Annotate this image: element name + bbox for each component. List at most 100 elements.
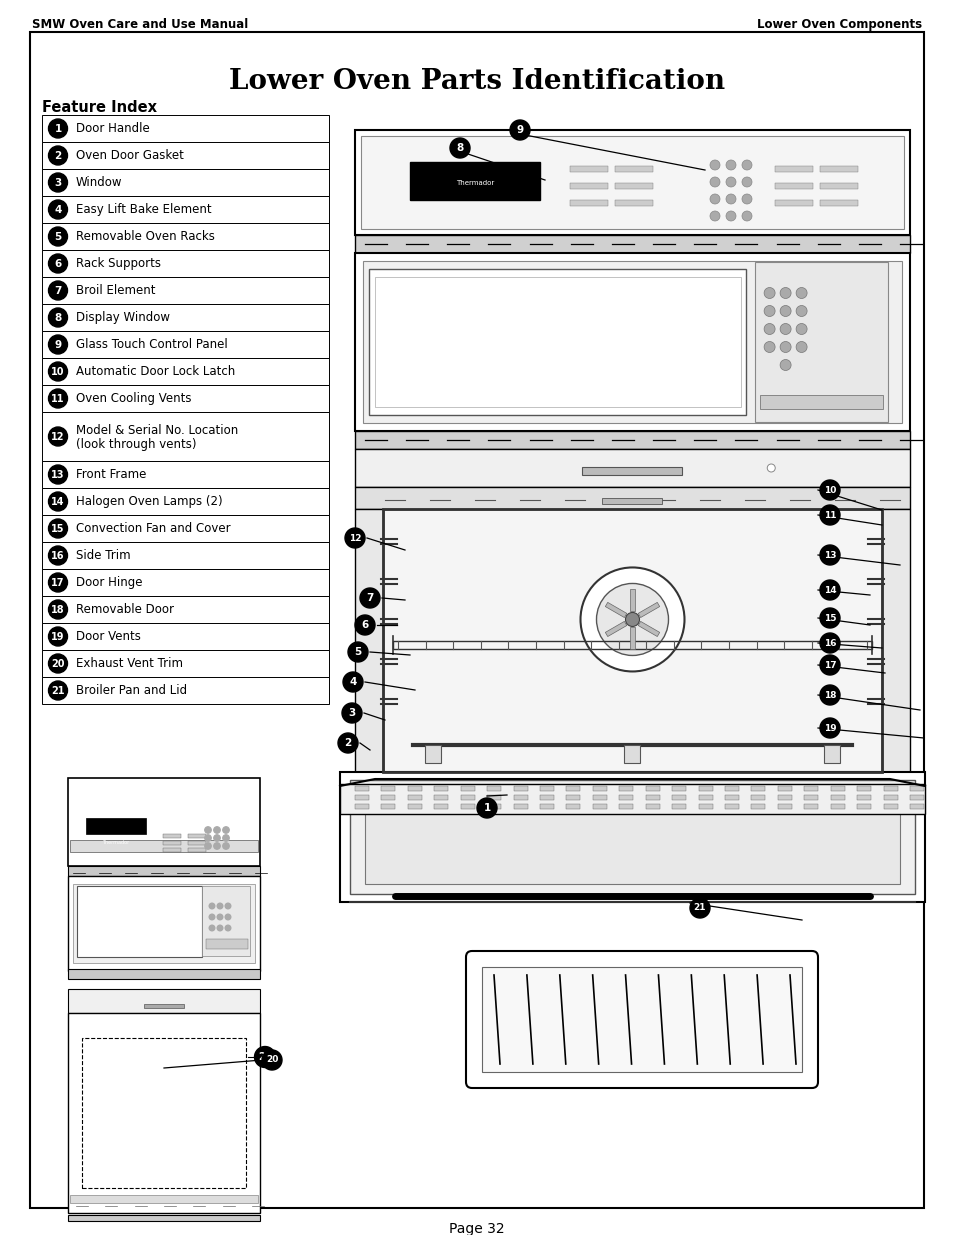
- Bar: [777, 795, 791, 800]
- Bar: [163, 848, 181, 852]
- Text: Side Trim: Side Trim: [76, 550, 131, 562]
- Bar: [460, 785, 475, 790]
- Text: 2: 2: [54, 151, 62, 161]
- Bar: [355, 785, 369, 790]
- Bar: [42, 196, 329, 224]
- Text: 7: 7: [366, 593, 374, 603]
- Bar: [645, 785, 659, 790]
- Bar: [355, 804, 369, 809]
- Bar: [410, 162, 539, 200]
- Text: Glass Touch Control Panel: Glass Touch Control Panel: [76, 338, 228, 351]
- Text: 16: 16: [822, 638, 836, 647]
- Bar: [82, 1037, 246, 1188]
- Text: Oven Door Gasket: Oven Door Gasket: [76, 149, 184, 162]
- Text: 13: 13: [822, 551, 836, 559]
- Text: 17: 17: [822, 661, 836, 669]
- Bar: [163, 834, 181, 839]
- Bar: [408, 795, 421, 800]
- Text: 3: 3: [348, 708, 355, 718]
- Text: Oven Cooling Vents: Oven Cooling Vents: [76, 391, 192, 405]
- Bar: [539, 804, 554, 809]
- Bar: [777, 785, 791, 790]
- Text: Door Handle: Door Handle: [76, 122, 150, 135]
- Text: 11: 11: [51, 394, 65, 404]
- Text: 20: 20: [266, 1056, 278, 1065]
- Circle shape: [49, 173, 68, 191]
- Text: (look through vents): (look through vents): [76, 438, 196, 451]
- Circle shape: [49, 492, 68, 511]
- Text: 9: 9: [54, 340, 62, 350]
- Bar: [42, 597, 329, 622]
- Bar: [393, 641, 871, 648]
- Bar: [188, 834, 206, 839]
- Circle shape: [209, 903, 214, 909]
- Text: Thermador: Thermador: [102, 840, 130, 845]
- Text: 6: 6: [361, 620, 368, 630]
- Text: 8: 8: [456, 143, 463, 153]
- Text: 4: 4: [349, 677, 356, 687]
- Circle shape: [49, 627, 68, 646]
- Text: Front Frame: Front Frame: [76, 468, 146, 480]
- Circle shape: [209, 914, 214, 920]
- Text: Feature Index: Feature Index: [43, 100, 157, 115]
- Bar: [381, 804, 395, 809]
- Bar: [672, 795, 685, 800]
- Circle shape: [820, 608, 840, 629]
- Text: 11: 11: [822, 510, 836, 520]
- Bar: [460, 804, 475, 809]
- Circle shape: [689, 898, 709, 918]
- Bar: [68, 1013, 260, 1213]
- Bar: [698, 785, 712, 790]
- Bar: [360, 136, 903, 228]
- Bar: [803, 804, 818, 809]
- Text: 3: 3: [54, 178, 62, 188]
- Circle shape: [763, 324, 774, 335]
- Circle shape: [343, 672, 363, 692]
- Text: 8: 8: [54, 312, 62, 322]
- Bar: [42, 677, 329, 704]
- Circle shape: [725, 211, 735, 221]
- Circle shape: [341, 703, 361, 722]
- Circle shape: [49, 146, 68, 165]
- Text: Door Vents: Door Vents: [76, 630, 141, 643]
- Circle shape: [780, 288, 790, 299]
- Bar: [42, 515, 329, 542]
- Bar: [481, 967, 801, 1072]
- Text: 20: 20: [258, 1052, 272, 1062]
- Circle shape: [763, 288, 774, 299]
- Bar: [909, 785, 923, 790]
- Circle shape: [709, 161, 720, 170]
- Bar: [856, 785, 870, 790]
- Bar: [615, 200, 652, 206]
- Polygon shape: [629, 627, 635, 650]
- Bar: [42, 169, 329, 196]
- Bar: [618, 804, 633, 809]
- Text: Removable Door: Removable Door: [76, 603, 173, 616]
- Circle shape: [209, 925, 214, 931]
- Bar: [645, 795, 659, 800]
- Bar: [513, 795, 527, 800]
- Bar: [408, 804, 421, 809]
- Circle shape: [205, 835, 211, 841]
- Bar: [188, 848, 206, 852]
- Bar: [569, 200, 607, 206]
- Bar: [77, 885, 202, 957]
- Bar: [163, 841, 181, 845]
- Bar: [42, 358, 329, 385]
- Circle shape: [49, 282, 68, 300]
- Bar: [68, 969, 260, 979]
- Bar: [355, 487, 909, 509]
- Bar: [42, 331, 329, 358]
- Bar: [355, 795, 369, 800]
- Bar: [751, 804, 764, 809]
- Circle shape: [709, 177, 720, 186]
- Bar: [355, 235, 909, 253]
- Bar: [434, 795, 448, 800]
- Bar: [830, 804, 843, 809]
- Circle shape: [348, 642, 368, 662]
- Bar: [592, 785, 606, 790]
- Bar: [144, 1004, 184, 1008]
- Bar: [882, 795, 897, 800]
- Circle shape: [741, 211, 751, 221]
- Bar: [754, 262, 887, 422]
